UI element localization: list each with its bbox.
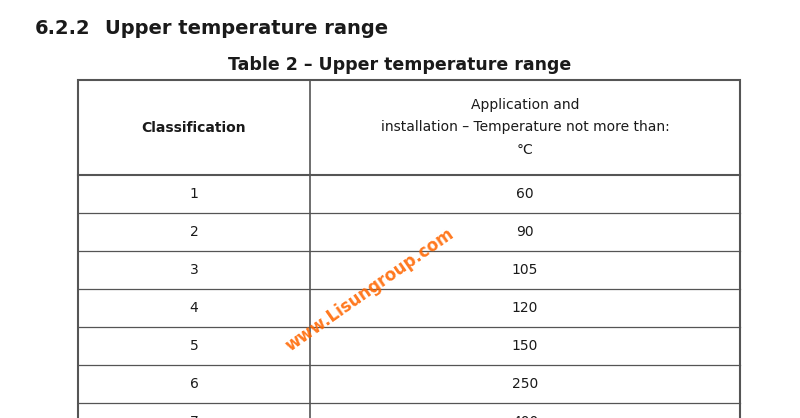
Text: Classification: Classification [142,120,246,135]
Text: installation – Temperature not more than:: installation – Temperature not more than… [381,120,670,135]
Text: 105: 105 [512,263,538,277]
Bar [78,80,740,418]
Text: Table 2 – Upper temperature range: Table 2 – Upper temperature range [228,56,572,74]
Text: 2: 2 [190,225,198,239]
Text: www.Lisungroup.com: www.Lisungroup.com [282,225,458,355]
Text: 90: 90 [516,225,534,239]
Text: Application and: Application and [470,99,579,112]
Text: 60: 60 [516,187,534,201]
Text: 150: 150 [512,339,538,353]
Text: °C: °C [517,143,534,156]
Text: 120: 120 [512,301,538,315]
Text: 250: 250 [512,377,538,391]
Text: 6.2.2: 6.2.2 [35,18,90,38]
Text: 6: 6 [190,377,198,391]
Text: 3: 3 [190,263,198,277]
Text: 7: 7 [190,415,198,418]
Text: 4: 4 [190,301,198,315]
Text: 1: 1 [190,187,198,201]
Text: Upper temperature range: Upper temperature range [105,18,388,38]
Text: 5: 5 [190,339,198,353]
Text: 400: 400 [512,415,538,418]
